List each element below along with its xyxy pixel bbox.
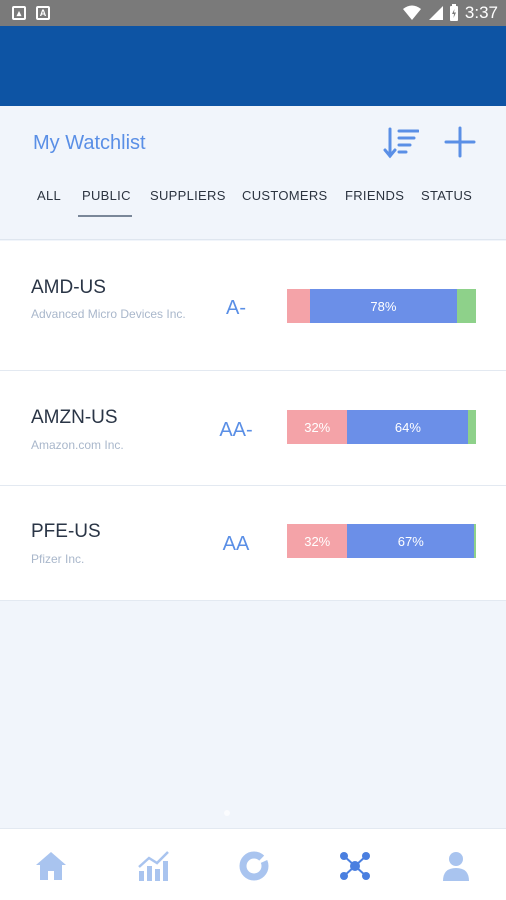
- status-time: 3:37: [464, 3, 498, 22]
- signal-icon: [428, 6, 443, 20]
- sort-icon[interactable]: [383, 126, 419, 160]
- tab-all[interactable]: ALL: [37, 188, 62, 203]
- tab-suppliers[interactable]: SUPPLIERS: [150, 188, 226, 203]
- network-icon[interactable]: [338, 849, 372, 883]
- watchlist-header: My Watchlist ALL PUBLIC SUPPLIERS CUSTOM…: [0, 106, 506, 240]
- tab-friends[interactable]: FRIENDS: [345, 188, 405, 203]
- ticker-symbol: AMD-US: [31, 277, 106, 298]
- bar-segment-blue: 64%: [347, 410, 469, 444]
- company-name: Advanced Micro Devices Inc.: [31, 307, 186, 321]
- image-notification-icon: ▴: [12, 6, 26, 20]
- page-indicator-dot: [224, 810, 230, 816]
- ticker-symbol: AMZN-US: [31, 407, 118, 428]
- bar-segment-green: [474, 524, 476, 558]
- list-item[interactable]: PFE-US Pfizer Inc. AA 32% 67%: [0, 486, 506, 601]
- app-bar: [0, 26, 506, 106]
- bar-segment-blue: 67%: [347, 524, 475, 558]
- status-bar: ▴ A 3:37: [0, 0, 506, 26]
- active-tab-indicator: [78, 215, 132, 217]
- bar-segment-red: 32%: [287, 410, 348, 444]
- ticker-symbol: PFE-US: [31, 521, 101, 542]
- font-notification-icon: A: [36, 6, 50, 20]
- bar-segment-blue: 78%: [309, 289, 458, 323]
- company-name: Pfizer Inc.: [31, 552, 85, 566]
- wifi-icon: [402, 5, 421, 20]
- page-title: My Watchlist: [33, 132, 146, 154]
- watchlist: AMD-US Advanced Micro Devices Inc. A- 78…: [0, 241, 506, 601]
- bar-segment-red: [287, 289, 310, 323]
- company-name: Amazon.com Inc.: [31, 438, 124, 452]
- bar-segment-green: [468, 410, 476, 444]
- bottom-navigation: [0, 828, 506, 900]
- list-item[interactable]: AMD-US Advanced Micro Devices Inc. A- 78…: [0, 241, 506, 371]
- distribution-bar: 32% 67%: [287, 524, 476, 558]
- bar-segment-red: 32%: [287, 524, 348, 558]
- distribution-bar: 78%: [287, 289, 476, 323]
- distribution-bar: 32% 64%: [287, 410, 476, 444]
- tab-public[interactable]: PUBLIC: [82, 188, 131, 203]
- bar-segment-green: [457, 289, 476, 323]
- donut-chart-icon[interactable]: [237, 849, 271, 883]
- home-icon[interactable]: [34, 849, 68, 883]
- rating: AA-: [219, 419, 253, 441]
- list-item[interactable]: AMZN-US Amazon.com Inc. AA- 32% 64%: [0, 371, 506, 486]
- add-icon[interactable]: [444, 126, 476, 158]
- bar-chart-icon[interactable]: [136, 849, 170, 883]
- tab-status[interactable]: STATUS: [421, 188, 473, 203]
- rating: A-: [226, 297, 246, 319]
- rating: AA: [222, 533, 250, 555]
- filter-tabs: ALL PUBLIC SUPPLIERS CUSTOMERS FRIENDS S…: [0, 186, 506, 220]
- battery-icon: [449, 4, 458, 21]
- user-icon[interactable]: [439, 849, 473, 883]
- tab-customers[interactable]: CUSTOMERS: [242, 188, 328, 203]
